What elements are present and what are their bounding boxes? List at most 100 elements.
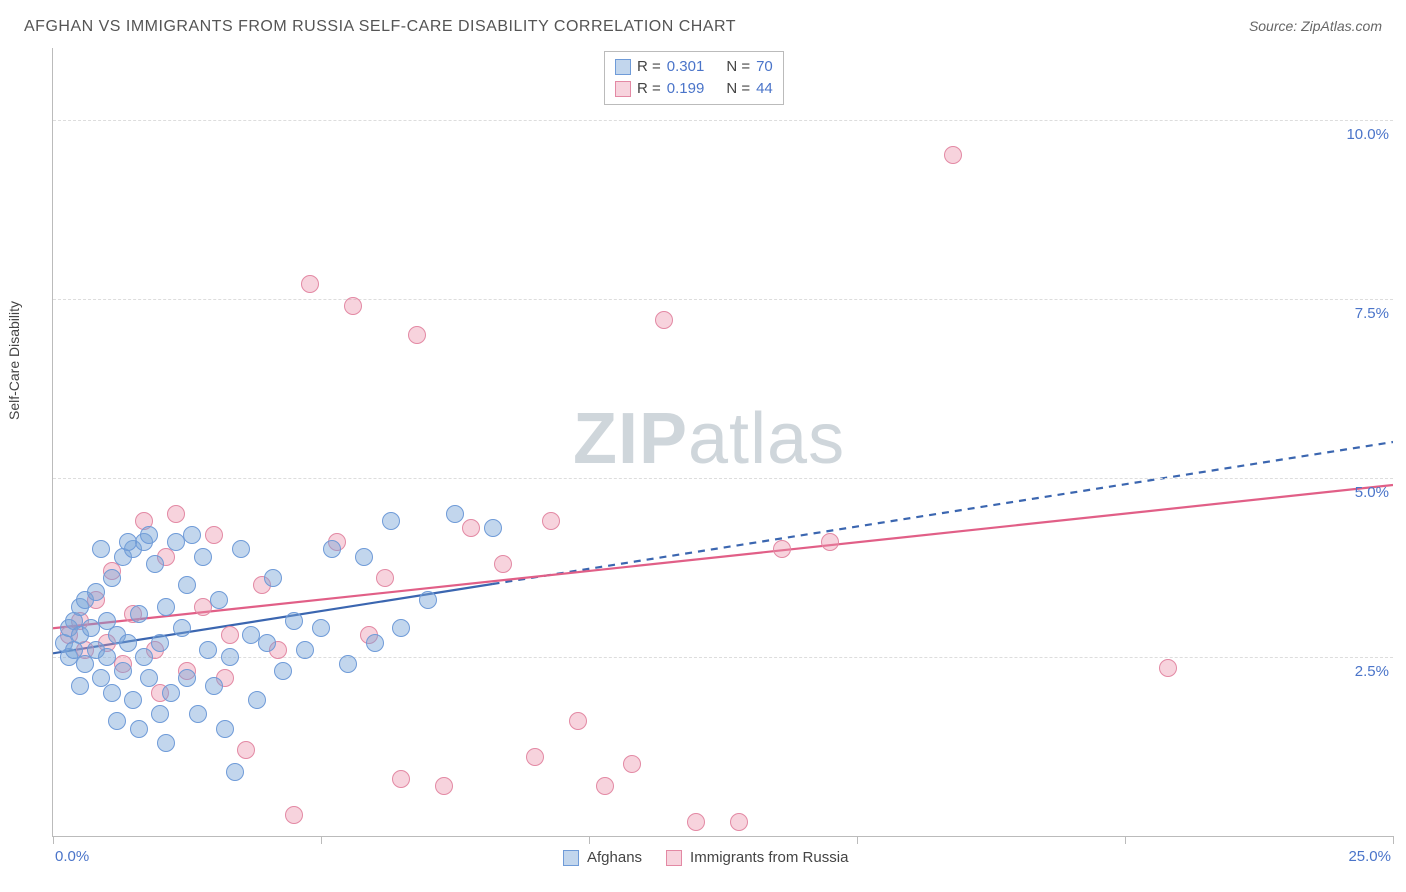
data-point [167,505,185,523]
data-point [151,634,169,652]
data-point [135,648,153,666]
data-point [382,512,400,530]
data-point [274,662,292,680]
data-point [205,526,223,544]
data-point [162,684,180,702]
data-point [232,540,250,558]
r-label: R = [637,78,661,100]
data-point [376,569,394,587]
data-point [258,634,276,652]
series-label: Afghans [587,849,642,866]
chart-title: AFGHAN VS IMMIGRANTS FROM RUSSIA SELF-CA… [24,18,736,36]
correlation-legend: R =0.301N =70R =0.199N =44 [604,51,784,105]
data-point [216,720,234,738]
data-point [355,548,373,566]
data-point [312,619,330,637]
trend-lines [53,48,1393,836]
x-tick-label: 0.0% [55,848,89,865]
data-point [194,548,212,566]
data-point [221,626,239,644]
watermark-rest: atlas [688,399,845,479]
data-point [92,540,110,558]
data-point [146,555,164,573]
data-point [119,634,137,652]
r-label: R = [637,56,661,78]
data-point [526,748,544,766]
data-point [178,576,196,594]
x-tick-label: 25.0% [1348,848,1391,865]
y-tick-label: 7.5% [1355,305,1389,322]
x-tick [1125,836,1126,844]
data-point [71,677,89,695]
data-point [205,677,223,695]
chart-source: Source: ZipAtlas.com [1249,18,1382,34]
data-point [285,806,303,824]
data-point [103,569,121,587]
y-axis-label: Self-Care Disability [6,301,22,420]
trend-line [493,442,1393,584]
watermark-bold: ZIP [573,399,688,479]
data-point [542,512,560,530]
data-point [1159,659,1177,677]
y-tick-label: 2.5% [1355,663,1389,680]
gridline [53,478,1393,479]
r-value: 0.301 [667,56,705,78]
data-point [435,777,453,795]
series-legend: Afghans Immigrants from Russia [563,849,848,866]
data-point [494,555,512,573]
trend-line [53,485,1393,628]
chart-header: AFGHAN VS IMMIGRANTS FROM RUSSIA SELF-CA… [24,18,1382,36]
x-tick [53,836,54,844]
data-point [210,591,228,609]
data-point [655,311,673,329]
data-point [623,755,641,773]
data-point [130,720,148,738]
data-point [98,648,116,666]
data-point [130,605,148,623]
series-label: Immigrants from Russia [690,849,848,866]
data-point [408,326,426,344]
legend-swatch [563,850,579,866]
data-point [730,813,748,831]
data-point [596,777,614,795]
legend-swatch [615,59,631,75]
gridline [53,299,1393,300]
data-point [419,591,437,609]
gridline [53,120,1393,121]
watermark: ZIPatlas [573,398,845,480]
data-point [344,297,362,315]
r-value: 0.199 [667,78,705,100]
data-point [392,619,410,637]
series-legend-item: Afghans [563,849,642,866]
x-tick [321,836,322,844]
data-point [183,526,201,544]
n-value: 44 [756,78,773,100]
data-point [296,641,314,659]
data-point [157,734,175,752]
data-point [124,691,142,709]
data-point [237,741,255,759]
data-point [366,634,384,652]
correlation-legend-row: R =0.199N =44 [615,78,773,100]
n-label: N = [726,56,750,78]
data-point [114,662,132,680]
data-point [173,619,191,637]
data-point [462,519,480,537]
data-point [773,540,791,558]
data-point [226,763,244,781]
data-point [339,655,357,673]
data-point [392,770,410,788]
data-point [569,712,587,730]
data-point [323,540,341,558]
data-point [189,705,207,723]
y-tick-label: 5.0% [1355,484,1389,501]
data-point [103,684,121,702]
series-legend-item: Immigrants from Russia [666,849,848,866]
data-point [248,691,266,709]
x-tick [857,836,858,844]
data-point [484,519,502,537]
data-point [221,648,239,666]
legend-swatch [666,850,682,866]
x-tick [589,836,590,844]
data-point [157,598,175,616]
